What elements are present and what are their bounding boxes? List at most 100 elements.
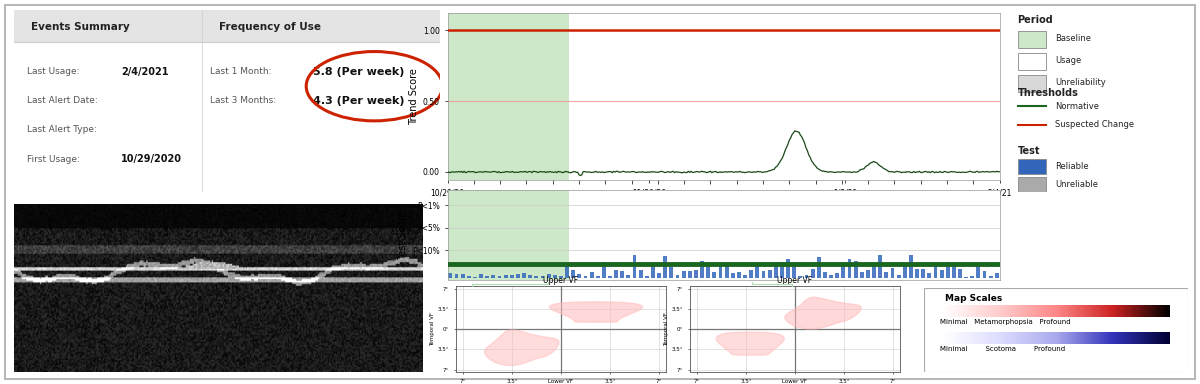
Bar <box>1018 75 1046 92</box>
Bar <box>902 264 907 278</box>
Bar <box>626 275 630 278</box>
Bar <box>461 274 464 278</box>
Text: Last Alert Type:: Last Alert Type: <box>28 126 97 134</box>
Bar <box>940 270 943 278</box>
Text: Last 1 Month:: Last 1 Month: <box>210 67 272 76</box>
Bar <box>448 13 569 180</box>
Bar <box>983 271 986 278</box>
Polygon shape <box>716 332 785 355</box>
Text: Map Scales: Map Scales <box>946 294 1002 303</box>
Bar <box>762 271 766 278</box>
Bar <box>823 272 827 278</box>
Bar <box>995 273 998 278</box>
Bar <box>934 263 937 278</box>
Text: Nasal: Nasal <box>688 321 692 337</box>
Bar <box>958 269 962 278</box>
Text: Unreliability: Unreliability <box>1056 78 1106 87</box>
Bar <box>516 274 520 278</box>
Polygon shape <box>785 297 862 329</box>
Text: Last Alert Date:: Last Alert Date: <box>28 96 98 105</box>
Bar <box>989 276 992 278</box>
Text: Minimal        Scotoma        Profound: Minimal Scotoma Profound <box>940 346 1064 351</box>
Bar <box>916 269 919 278</box>
Bar <box>602 262 606 278</box>
Bar <box>1018 53 1046 70</box>
Text: Temporal VF: Temporal VF <box>664 312 668 346</box>
Bar <box>700 262 704 278</box>
Text: Last Usage:: Last Usage: <box>28 67 79 76</box>
Bar <box>534 276 539 278</box>
Bar <box>553 275 557 278</box>
Title: Upper VF: Upper VF <box>778 276 812 285</box>
Bar <box>977 264 980 278</box>
Bar <box>670 267 673 278</box>
Bar <box>492 275 496 278</box>
Text: Normative: Normative <box>1056 102 1099 111</box>
Bar <box>829 275 833 278</box>
Text: Unreliable: Unreliable <box>1056 180 1098 189</box>
Bar <box>688 271 691 278</box>
Bar <box>510 275 514 278</box>
Bar <box>485 276 490 278</box>
Text: 5.8 (Per week): 5.8 (Per week) <box>312 66 404 77</box>
Text: Events Summary: Events Summary <box>31 22 130 32</box>
Bar <box>719 263 722 278</box>
Bar <box>614 270 618 278</box>
Bar <box>455 274 458 278</box>
Title: Upper VF: Upper VF <box>544 276 578 285</box>
Text: Test: Test <box>1018 146 1040 156</box>
Bar <box>676 275 679 278</box>
Bar <box>707 263 710 278</box>
Bar <box>866 270 870 278</box>
Bar <box>737 272 740 278</box>
Bar <box>638 270 643 278</box>
Bar <box>620 271 624 278</box>
Bar <box>571 270 575 278</box>
Bar <box>817 257 821 278</box>
Text: Period: Period <box>1018 15 1054 25</box>
Y-axis label: Trend Score: Trend Score <box>409 68 419 126</box>
Text: Temporal VF: Temporal VF <box>430 312 434 346</box>
Bar <box>872 263 876 278</box>
Bar <box>792 266 796 278</box>
Text: Minimal   Metamorphopsia   Profound: Minimal Metamorphopsia Profound <box>940 319 1070 325</box>
Bar <box>632 255 636 278</box>
Bar <box>952 265 955 278</box>
Bar <box>479 274 482 278</box>
Bar <box>749 270 754 278</box>
Bar <box>774 262 778 278</box>
Bar <box>504 275 508 278</box>
Bar <box>664 256 667 278</box>
Bar <box>608 276 612 278</box>
Bar <box>559 276 563 278</box>
Bar <box>798 276 803 278</box>
Text: Suspected Change: Suspected Change <box>1056 120 1134 129</box>
Text: 2/4/2021: 2/4/2021 <box>121 66 168 77</box>
Bar <box>928 273 931 278</box>
Bar <box>14 10 440 43</box>
Bar <box>682 271 685 278</box>
Text: 4.3 (Per week): 4.3 (Per week) <box>312 96 404 106</box>
Bar <box>884 272 888 278</box>
Bar <box>565 265 569 278</box>
Bar <box>841 263 845 278</box>
Bar <box>756 264 760 278</box>
Text: Last 3 Months:: Last 3 Months: <box>210 96 276 105</box>
Bar <box>713 272 716 278</box>
Text: Thresholds: Thresholds <box>1018 88 1079 98</box>
Bar <box>860 272 864 278</box>
Bar <box>743 275 748 278</box>
Bar <box>522 273 526 278</box>
Bar <box>946 262 949 278</box>
Bar <box>896 275 900 278</box>
Bar <box>658 273 661 278</box>
Polygon shape <box>485 330 559 366</box>
Bar <box>467 276 470 278</box>
Bar <box>577 274 581 278</box>
Bar <box>971 276 974 278</box>
Bar <box>811 269 815 278</box>
Bar <box>847 259 852 278</box>
Bar <box>731 273 734 278</box>
Bar <box>583 276 587 278</box>
Bar <box>589 272 594 278</box>
